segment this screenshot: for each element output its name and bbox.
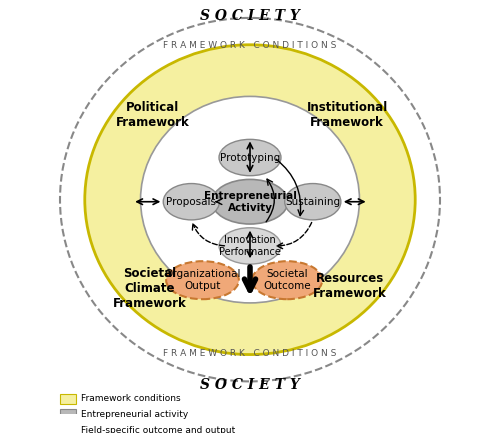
Text: Framework conditions: Framework conditions xyxy=(82,394,181,403)
Text: Political
Framework: Political Framework xyxy=(116,101,190,129)
FancyBboxPatch shape xyxy=(60,425,76,433)
Text: Societal
Climate
Framework: Societal Climate Framework xyxy=(113,267,187,310)
Text: F R A M E W O R K   C O N D I T I O N S: F R A M E W O R K C O N D I T I O N S xyxy=(164,41,336,50)
Text: Entrepreneurial
Activity: Entrepreneurial Activity xyxy=(204,191,296,213)
Text: Proposals: Proposals xyxy=(166,197,216,207)
FancyBboxPatch shape xyxy=(60,410,76,420)
Ellipse shape xyxy=(252,261,322,299)
Text: Institutional
Framework: Institutional Framework xyxy=(306,101,388,129)
Ellipse shape xyxy=(212,179,288,224)
Text: Resources
Framework: Resources Framework xyxy=(313,272,387,301)
Text: S O C I E T Y: S O C I E T Y xyxy=(200,9,300,23)
Text: Sustaining: Sustaining xyxy=(285,197,341,207)
Text: Innovation
Performance: Innovation Performance xyxy=(219,235,281,257)
Text: F R A M E W O R K   C O N D I T I O N S: F R A M E W O R K C O N D I T I O N S xyxy=(164,349,336,358)
Text: Prototyping: Prototyping xyxy=(220,152,280,162)
Ellipse shape xyxy=(60,18,440,381)
Text: Organizational
Output: Organizational Output xyxy=(164,269,240,291)
Text: Field-specific outcome and output: Field-specific outcome and output xyxy=(82,426,235,433)
Ellipse shape xyxy=(85,45,415,355)
Ellipse shape xyxy=(219,228,281,264)
Text: S O C I E T Y: S O C I E T Y xyxy=(200,378,300,392)
Ellipse shape xyxy=(166,261,239,299)
Text: Societal
Outcome: Societal Outcome xyxy=(264,269,311,291)
Text: Entrepreneurial activity: Entrepreneurial activity xyxy=(82,410,188,419)
Ellipse shape xyxy=(164,184,220,220)
Ellipse shape xyxy=(140,97,360,303)
Ellipse shape xyxy=(284,184,341,220)
FancyBboxPatch shape xyxy=(60,394,76,404)
Ellipse shape xyxy=(219,139,281,176)
